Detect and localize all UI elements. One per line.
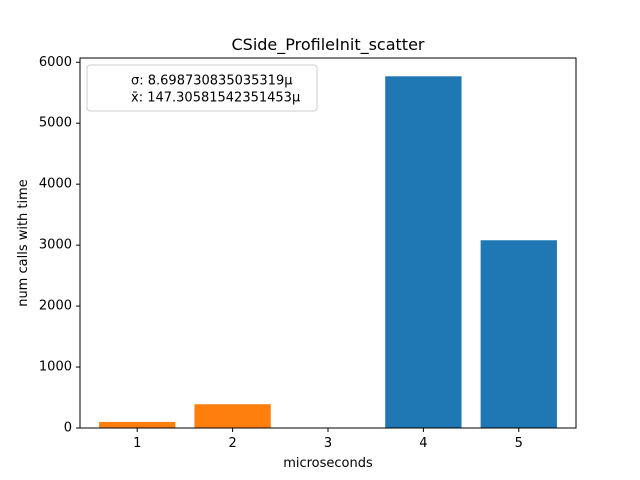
legend-entry-std-dev: σ: 8.698730835035319μ [131, 74, 293, 89]
legend-entry-mean: x̄: 147.30581542351453μ [131, 91, 300, 106]
bar-4 [385, 76, 462, 429]
chart-title: CSide_ProfileInit_scatter [231, 35, 424, 55]
x-tick-label-4: 4 [419, 436, 427, 451]
y-tick-label-2000: 2000 [39, 299, 72, 314]
y-tick-label-0: 0 [64, 421, 72, 436]
y-axis-label: num calls with time [16, 179, 31, 307]
legend-box [86, 64, 318, 112]
x-tick-label-2: 2 [228, 436, 236, 451]
bar-1 [99, 421, 176, 428]
x-axis-ticks: 1 2 3 4 5 [133, 428, 523, 451]
bar-2 [194, 404, 271, 428]
y-tick-label-4000: 4000 [39, 177, 72, 192]
x-tick-label-5: 5 [515, 436, 523, 451]
x-tick-label-1: 1 [133, 436, 141, 451]
bars [99, 76, 557, 429]
plot-frame [79, 57, 577, 429]
y-tick-label-6000: 6000 [39, 55, 72, 70]
y-axis-ticks: 0 1000 2000 3000 4000 5000 6000 [39, 55, 80, 436]
y-tick-label-1000: 1000 [39, 360, 72, 375]
y-tick-label-3000: 3000 [39, 238, 72, 253]
y-tick-label-5000: 5000 [39, 116, 72, 131]
x-tick-label-3: 3 [324, 436, 332, 451]
bar-5 [480, 240, 557, 428]
x-axis-label: microseconds [283, 456, 373, 471]
legend: σ: 8.698730835035319μ x̄: 147.3058154235… [86, 64, 318, 112]
